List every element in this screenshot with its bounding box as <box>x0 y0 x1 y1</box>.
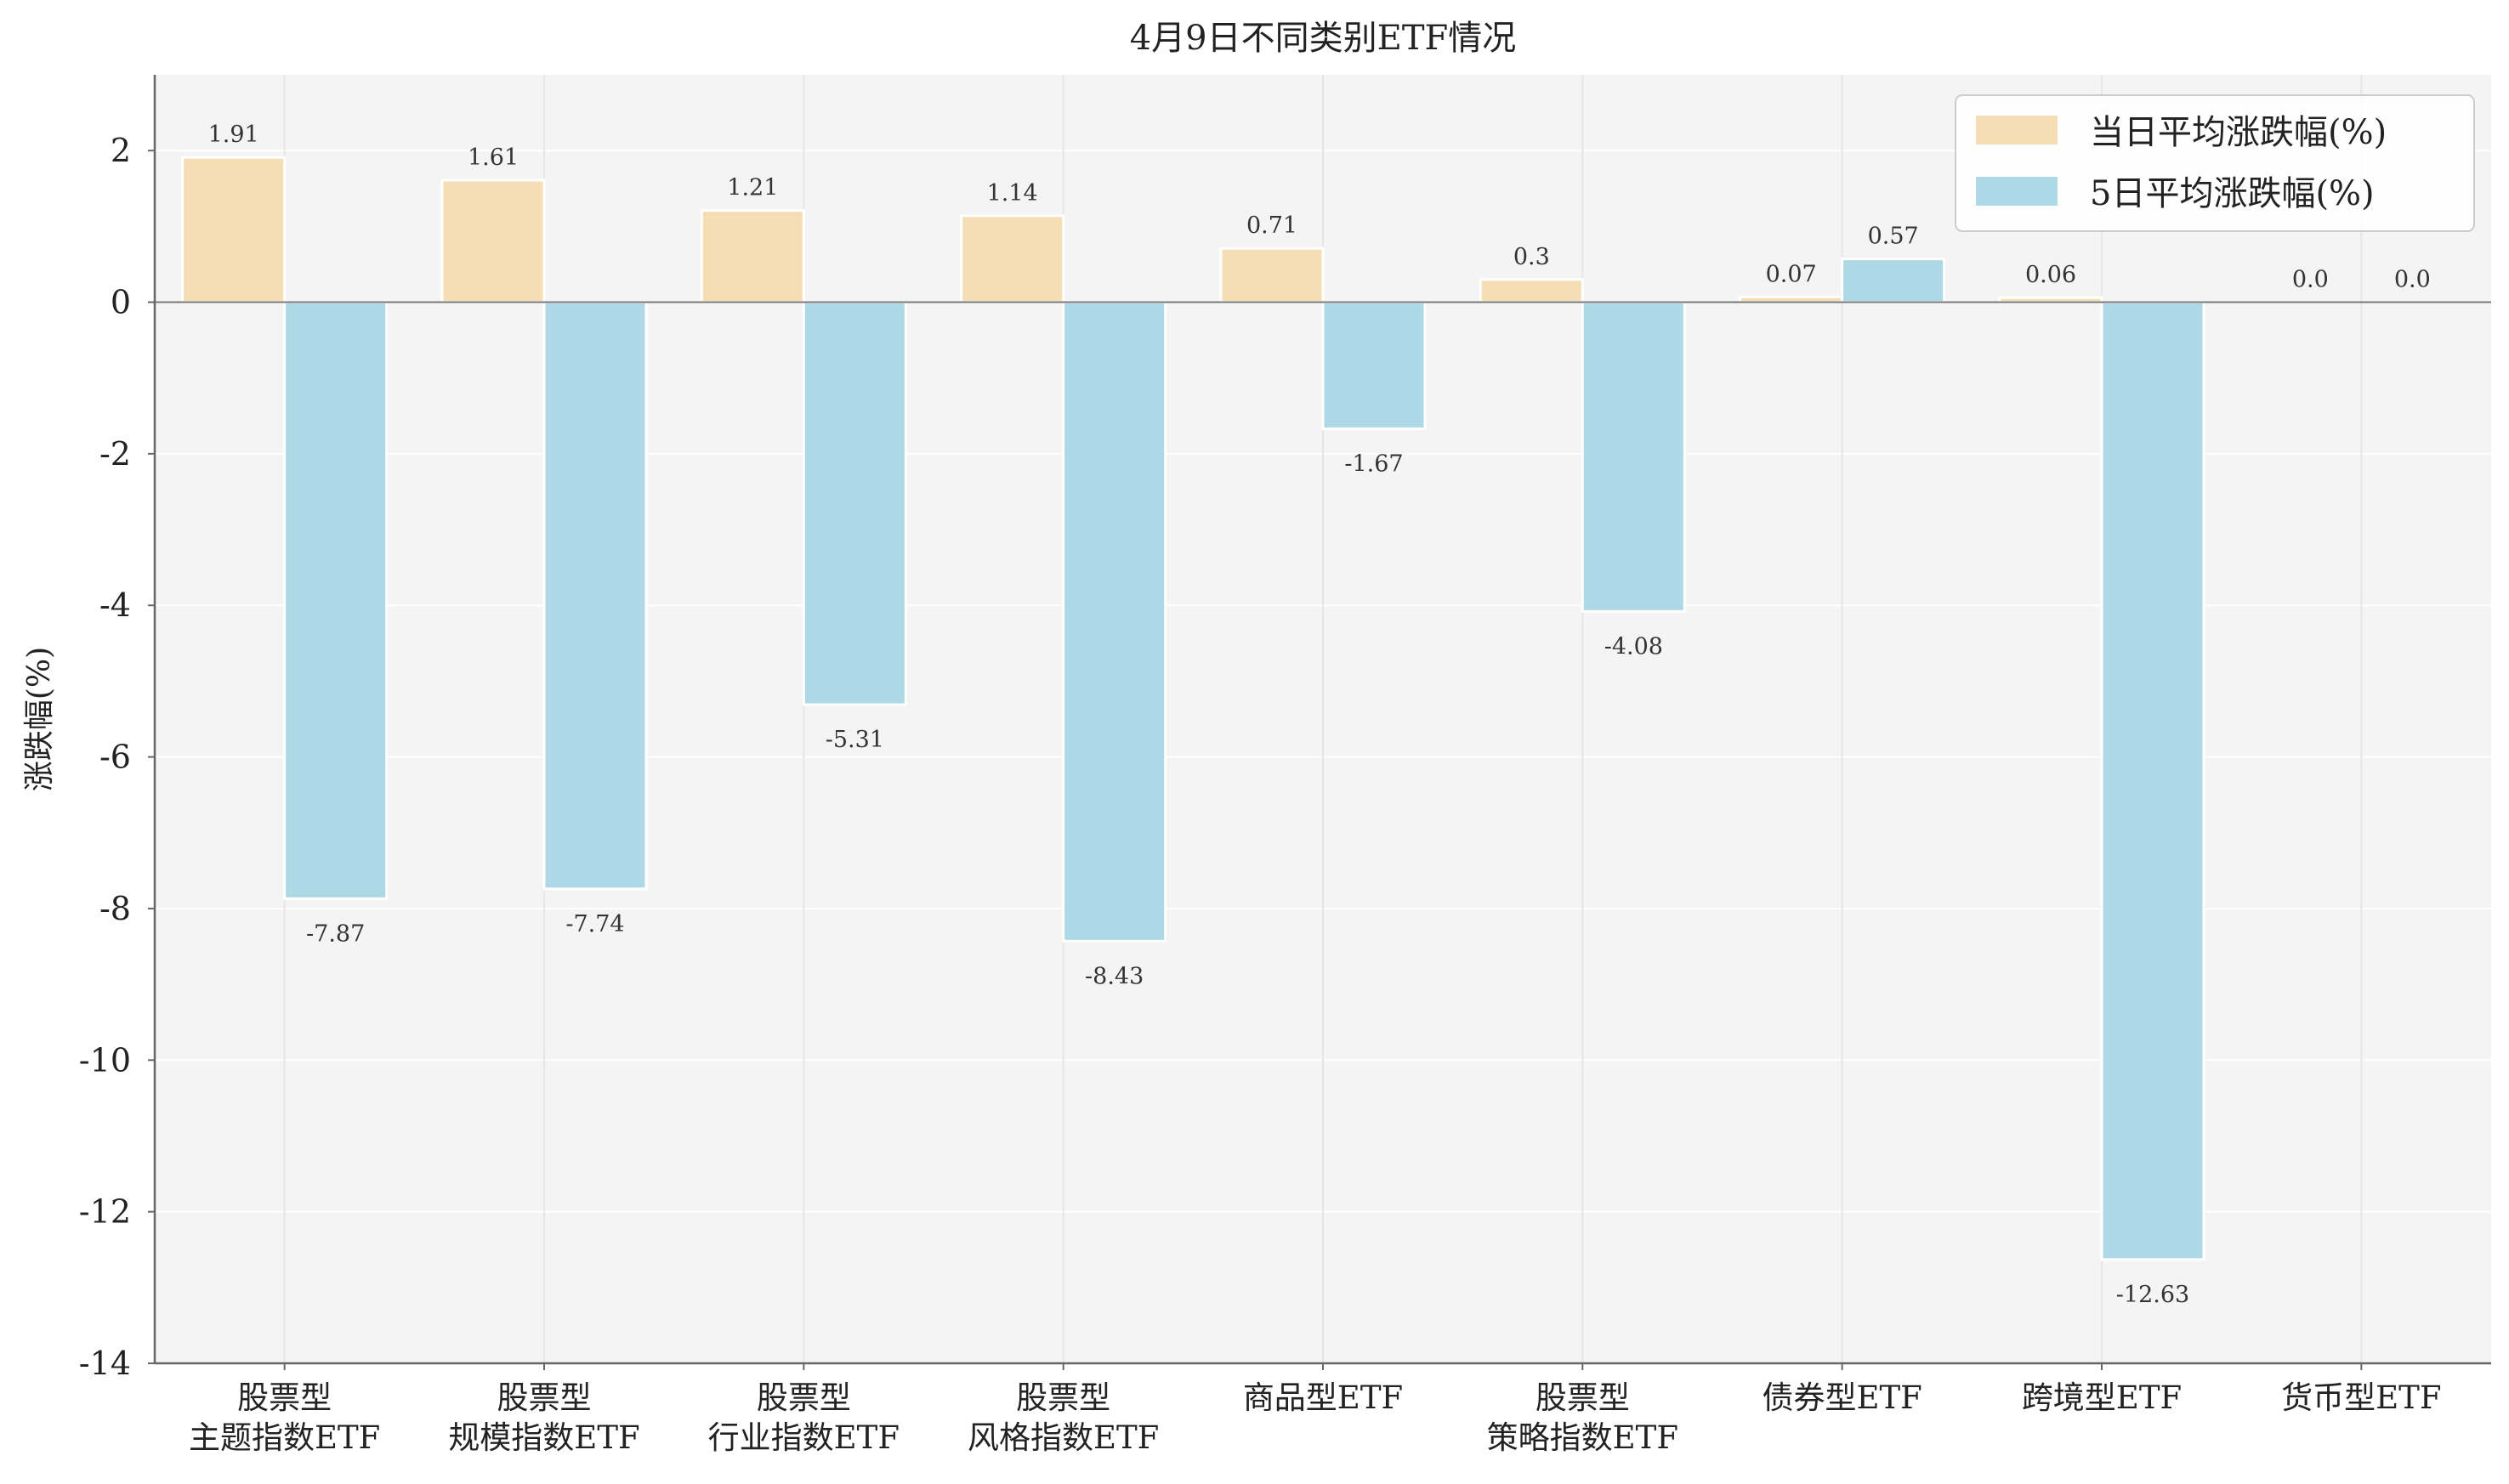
data-label-daily-8: 0.0 <box>2292 267 2329 293</box>
x-tick-label: 股票型 <box>1535 1379 1630 1416</box>
bar-daily-4 <box>1219 246 1325 304</box>
y-tick-label: -14 <box>79 1345 131 1382</box>
y-axis-label: 涨跌幅(%) <box>22 647 57 791</box>
legend-swatch-1 <box>1976 177 2058 206</box>
y-tick-label: -10 <box>79 1041 131 1079</box>
x-tick-label: 债券型ETF <box>1762 1379 1921 1416</box>
bar-five-day-3 <box>1062 301 1167 943</box>
legend: 当日平均涨跌幅(%) 5日平均涨跌幅(%) <box>1955 94 2475 232</box>
data-label-daily-5: 0.3 <box>1513 244 1550 270</box>
legend-swatch-0 <box>1976 116 2058 144</box>
data-label-daily-3: 1.14 <box>987 180 1038 207</box>
data-label-five-day-7: -12.63 <box>2116 1282 2189 1308</box>
data-label-five-day-8: 0.0 <box>2394 267 2431 293</box>
data-label-daily-4: 0.71 <box>1246 212 1297 239</box>
x-tick-label: 主题指数ETF <box>189 1419 380 1456</box>
bar-five-day-0 <box>283 301 389 900</box>
x-tick-labels: 股票型主题指数ETF股票型规模指数ETF股票型行业指数ETF股票型风格指数ETF… <box>189 1363 2442 1456</box>
x-tick-label: 跨境型ETF <box>2022 1379 2182 1416</box>
bar-five-day-6 <box>1841 258 1946 304</box>
y-tick-label: -4 <box>99 586 131 624</box>
data-label-five-day-6: 0.57 <box>1868 224 1919 250</box>
x-tick-label: 策略指数ETF <box>1487 1419 1678 1456</box>
bar-daily-5 <box>1479 278 1584 304</box>
y-tick-label: -12 <box>79 1193 131 1231</box>
data-label-five-day-2: -5.31 <box>826 727 884 753</box>
bar-five-day-4 <box>1321 301 1427 430</box>
y-tick-label: 2 <box>111 132 131 169</box>
bar-daily-3 <box>960 214 1065 304</box>
y-tick-label: -8 <box>99 890 131 927</box>
data-label-daily-6: 0.07 <box>1766 261 1817 287</box>
data-label-five-day-3: -8.43 <box>1085 963 1144 989</box>
bar-five-day-7 <box>2100 301 2205 1261</box>
x-tick-label: 货币型ETF <box>2281 1379 2441 1416</box>
bar-five-day-2 <box>802 301 907 706</box>
data-label-group: 1.91 1.61 1.21 1.14 0.71 0.3 0.07 0.06 0.0 -7.87 -… <box>208 122 2431 1308</box>
y-tick-labels: 2 0 -2 -4 -6 -8 -10 -12 -14 <box>79 132 155 1382</box>
y-tick-label: -2 <box>99 435 131 473</box>
y-tick-label: -6 <box>99 739 131 776</box>
data-label-daily-1: 1.61 <box>468 144 519 171</box>
y-tick-label: 0 <box>111 284 131 321</box>
bar-daily-2 <box>700 209 805 304</box>
bar-five-day-5 <box>1581 301 1686 613</box>
bar-daily-1 <box>440 178 546 304</box>
x-tick-label: 股票型 <box>497 1379 592 1416</box>
x-tick-label: 风格指数ETF <box>968 1419 1159 1456</box>
x-tick-label: 股票型 <box>757 1379 851 1416</box>
data-label-five-day-4: -1.67 <box>1344 450 1403 477</box>
x-tick-label: 股票型 <box>1016 1379 1110 1416</box>
bar-five-day-1 <box>542 301 648 891</box>
x-tick-label: 行业指数ETF <box>708 1419 900 1456</box>
legend-label-0: 当日平均涨跌幅(%) <box>2090 113 2387 152</box>
bar-group <box>181 156 2205 1261</box>
bar-daily-0 <box>181 156 287 304</box>
x-tick-label: 股票型 <box>237 1379 332 1416</box>
data-label-daily-2: 1.21 <box>727 175 778 201</box>
x-tick-label: 商品型ETF <box>1243 1379 1403 1416</box>
data-label-daily-7: 0.06 <box>2025 262 2076 288</box>
data-label-daily-0: 1.91 <box>208 122 259 148</box>
legend-label-1: 5日平均涨跌幅(%) <box>2090 174 2375 213</box>
x-tick-label: 规模指数ETF <box>448 1419 639 1456</box>
legend-box <box>1955 94 2475 232</box>
chart-title: 4月9日不同类别ETF情况 <box>1130 19 1517 58</box>
data-label-five-day-0: -7.87 <box>306 920 365 947</box>
data-label-five-day-1: -7.74 <box>565 911 624 937</box>
data-label-five-day-5: -4.08 <box>1604 633 1663 660</box>
